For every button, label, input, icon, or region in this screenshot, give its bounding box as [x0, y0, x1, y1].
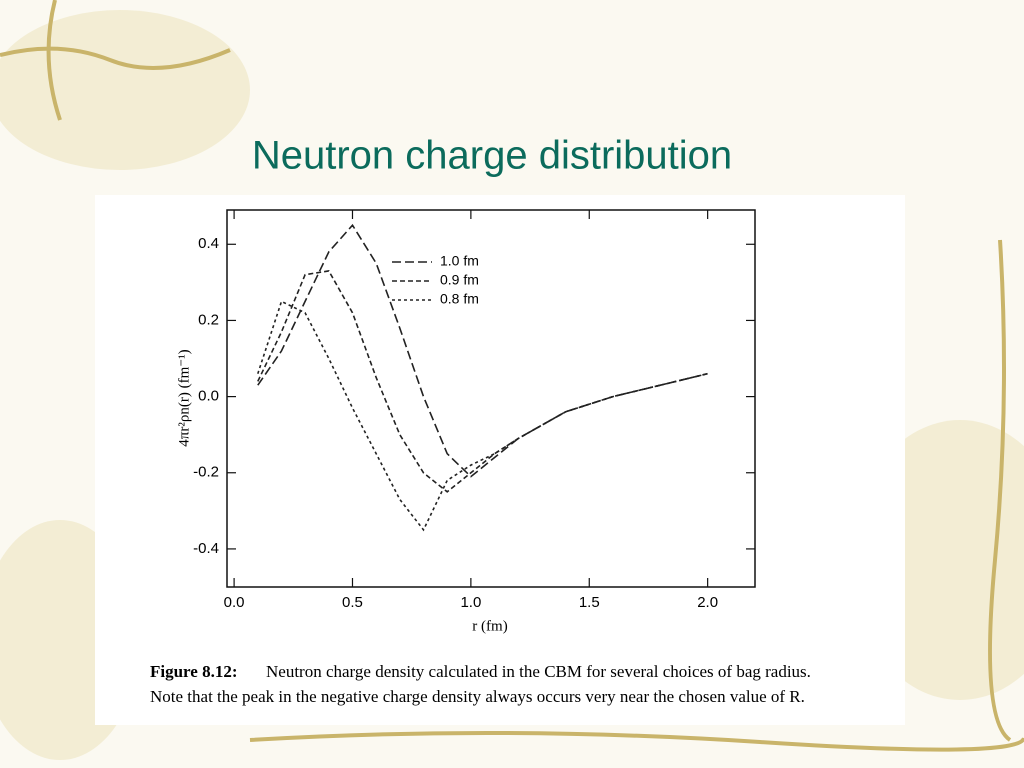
y-tick-label: 0.4 [198, 235, 219, 252]
series-line [257, 223, 708, 478]
x-tick-label: 0.0 [224, 594, 245, 611]
x-tick-label: 1.5 [579, 594, 600, 611]
x-tick-label: 0.5 [342, 594, 363, 611]
plot-frame [226, 209, 756, 588]
y-tick-label: 0.2 [198, 311, 219, 328]
caption-label: Figure 8.12: [150, 662, 238, 681]
legend-label: 1.0 fm [440, 253, 479, 269]
y-tick-label: -0.2 [193, 464, 219, 481]
caption-line: Neutron charge density calculated in the… [266, 662, 811, 681]
series-line [257, 300, 708, 532]
legend-label: 0.8 fm [440, 291, 479, 307]
legend-label: 0.9 fm [440, 272, 479, 288]
y-axis-label: 4πr²ρn(r) (fm⁻¹) [176, 349, 192, 446]
y-tick-label: -0.4 [193, 540, 219, 557]
x-tick-label: 1.0 [460, 594, 481, 611]
vine-decoration [0, 0, 1024, 752]
x-axis-label: r (fm) [472, 618, 507, 634]
y-tick-label: 0.0 [198, 388, 219, 405]
x-tick-label: 2.0 [697, 594, 718, 611]
figure-panel [95, 195, 905, 725]
slide-title: Neutron charge distribution [252, 134, 732, 178]
caption-line: Note that the peak in the negative charg… [150, 687, 805, 706]
